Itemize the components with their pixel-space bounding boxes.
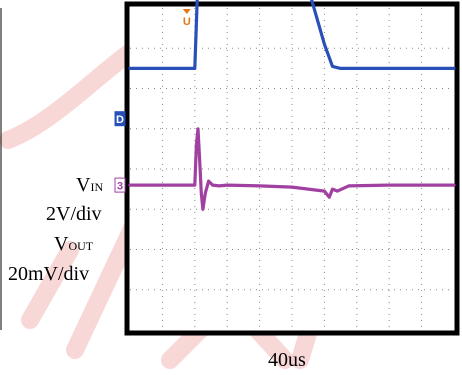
vout-label-main: V — [54, 233, 68, 255]
channel-marker-text: D — [116, 114, 124, 126]
vin-label-main: V — [76, 174, 90, 196]
channel-marker-text: 3 — [117, 181, 123, 193]
trigger-text: U — [183, 16, 191, 28]
vout-label-sub: OUT — [68, 239, 93, 253]
watermark-stroke-1 — [30, 250, 70, 320]
vout-label: VOUT — [54, 234, 93, 254]
vin-scale-label: 2V/div — [46, 204, 102, 224]
channel-marker-vout: 3 — [115, 178, 125, 193]
vout-scale-label: 20mV/div — [8, 264, 89, 284]
channel-marker-vin: D — [115, 112, 125, 127]
x-axis-label: 40us — [268, 350, 306, 370]
vin-label: VIN — [76, 175, 103, 195]
vin-label-sub: IN — [90, 180, 103, 194]
